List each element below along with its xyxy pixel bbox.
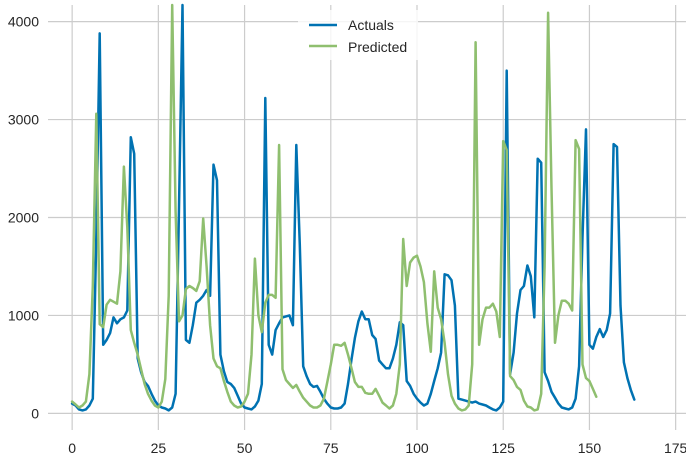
x-tick-label: 100 <box>405 440 429 456</box>
series-lines <box>70 3 636 412</box>
y-tick-label: 1000 <box>8 307 39 323</box>
legend-box <box>298 10 418 60</box>
x-tick-label: 75 <box>323 440 339 456</box>
y-tick-label: 4000 <box>8 14 39 30</box>
series-line-predicted <box>70 3 598 412</box>
legend: Actuals Predicted <box>298 10 418 60</box>
y-tick-label: 0 <box>31 405 39 421</box>
grid <box>48 5 686 430</box>
y-tick-label: 3000 <box>8 112 39 128</box>
x-tick-label: 150 <box>578 440 602 456</box>
series-line-actuals <box>70 3 636 412</box>
x-tick-label: 25 <box>151 440 167 456</box>
tick-labels: 0 25 50 75 100 125 150 175 0 1000 2000 3000 4000 <box>8 14 686 456</box>
y-tick-label: 2000 <box>8 210 39 226</box>
x-tick-label: 175 <box>664 440 686 456</box>
legend-label-actuals: Actuals <box>348 17 394 33</box>
x-tick-label: 50 <box>237 440 253 456</box>
x-tick-label: 125 <box>492 440 516 456</box>
x-tick-label: 0 <box>68 440 76 456</box>
legend-label-predicted: Predicted <box>348 39 407 55</box>
